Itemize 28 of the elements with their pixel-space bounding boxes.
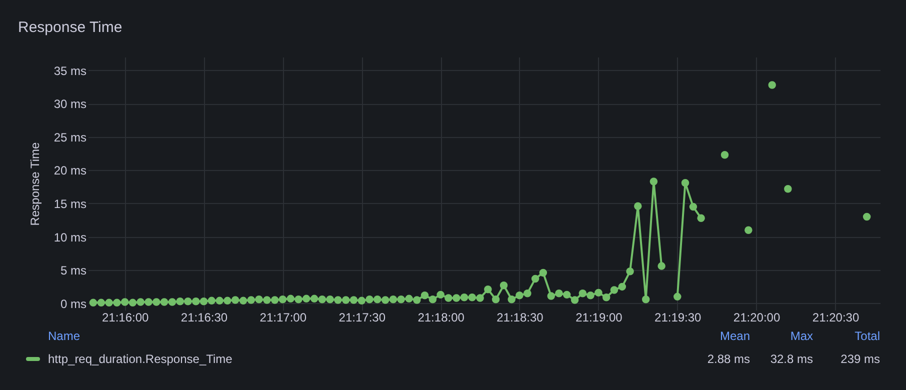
y-tick-label: 5 ms	[60, 264, 86, 278]
y-tick-label: 30 ms	[54, 97, 86, 112]
x-tick-label: 21:16:00	[102, 310, 150, 324]
y-tick-label: 20 ms	[54, 164, 86, 178]
x-tick-label: 21:20:00	[733, 310, 780, 324]
y-tick-label: 10 ms	[54, 230, 86, 244]
y-tick-label: 15 ms	[54, 196, 86, 211]
y-axis-title: Response Time	[28, 142, 42, 226]
text: 32.8 ms	[770, 352, 813, 366]
legend-label: http_req_duration.Response_Time	[48, 352, 233, 366]
text: 2.88 ms	[707, 352, 750, 366]
x-tick-label: 21:20:30	[812, 310, 860, 324]
x-tick-label: 21:16:30	[180, 310, 228, 324]
x-tick-label: 21:18:30	[496, 310, 544, 324]
x-tick-label: 21:17:00	[260, 310, 307, 324]
text: Max	[790, 329, 813, 343]
text: 239 ms	[840, 352, 880, 366]
text: Name	[48, 329, 80, 343]
x-tick-label: 21:17:30	[338, 310, 386, 324]
x-tick-label: 21:19:30	[654, 310, 702, 324]
chart-title: Response Time	[18, 19, 122, 36]
y-tick-label: 0 ms	[60, 296, 86, 311]
y-tick-label: 35 ms	[54, 64, 86, 78]
x-tick-label: 21:18:00	[418, 310, 465, 324]
text: Total	[854, 329, 880, 343]
x-tick-label: 21:19:00	[576, 310, 623, 324]
y-tick-label: 25 ms	[54, 130, 86, 144]
text: Mean	[720, 329, 750, 343]
